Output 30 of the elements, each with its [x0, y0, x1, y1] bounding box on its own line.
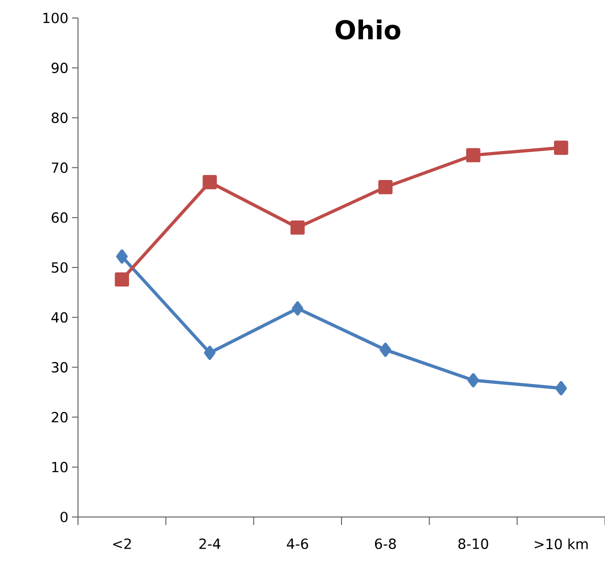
y-tick-label: 20: [52, 412, 68, 422]
y-tick-label: 30: [52, 362, 68, 373]
y-tick-label: 10: [52, 462, 68, 472]
point: [202, 175, 217, 190]
x-tick-label: 4-6: [286, 538, 308, 550]
point: [114, 272, 130, 287]
x-tick-label: <2: [113, 538, 131, 549]
x-tick-label: >10 km: [534, 538, 588, 550]
chart-title: Ohio: [336, 20, 400, 40]
y-tick-label: 50: [52, 262, 68, 273]
point: [554, 140, 568, 155]
y-tick-label: 70: [52, 162, 68, 173]
x-tick-label: 6-8: [375, 538, 396, 550]
point: [468, 373, 479, 388]
y-tick-label: 60: [52, 212, 68, 223]
y-tick-label: 100: [43, 12, 68, 24]
x-tick-label: 2-4: [199, 538, 220, 549]
x-tick-label: 8-10: [458, 538, 488, 550]
point: [204, 346, 216, 360]
point: [380, 342, 392, 357]
point: [290, 220, 305, 235]
y-tick-label: 40: [51, 312, 68, 323]
point: [378, 180, 393, 194]
y-tick-label: 0: [60, 512, 68, 522]
y-tick-label: 90: [52, 62, 68, 74]
point: [466, 148, 480, 162]
y-tick-label: 80: [52, 112, 68, 124]
point: [555, 381, 567, 396]
point: [116, 249, 128, 264]
point: [292, 301, 304, 316]
